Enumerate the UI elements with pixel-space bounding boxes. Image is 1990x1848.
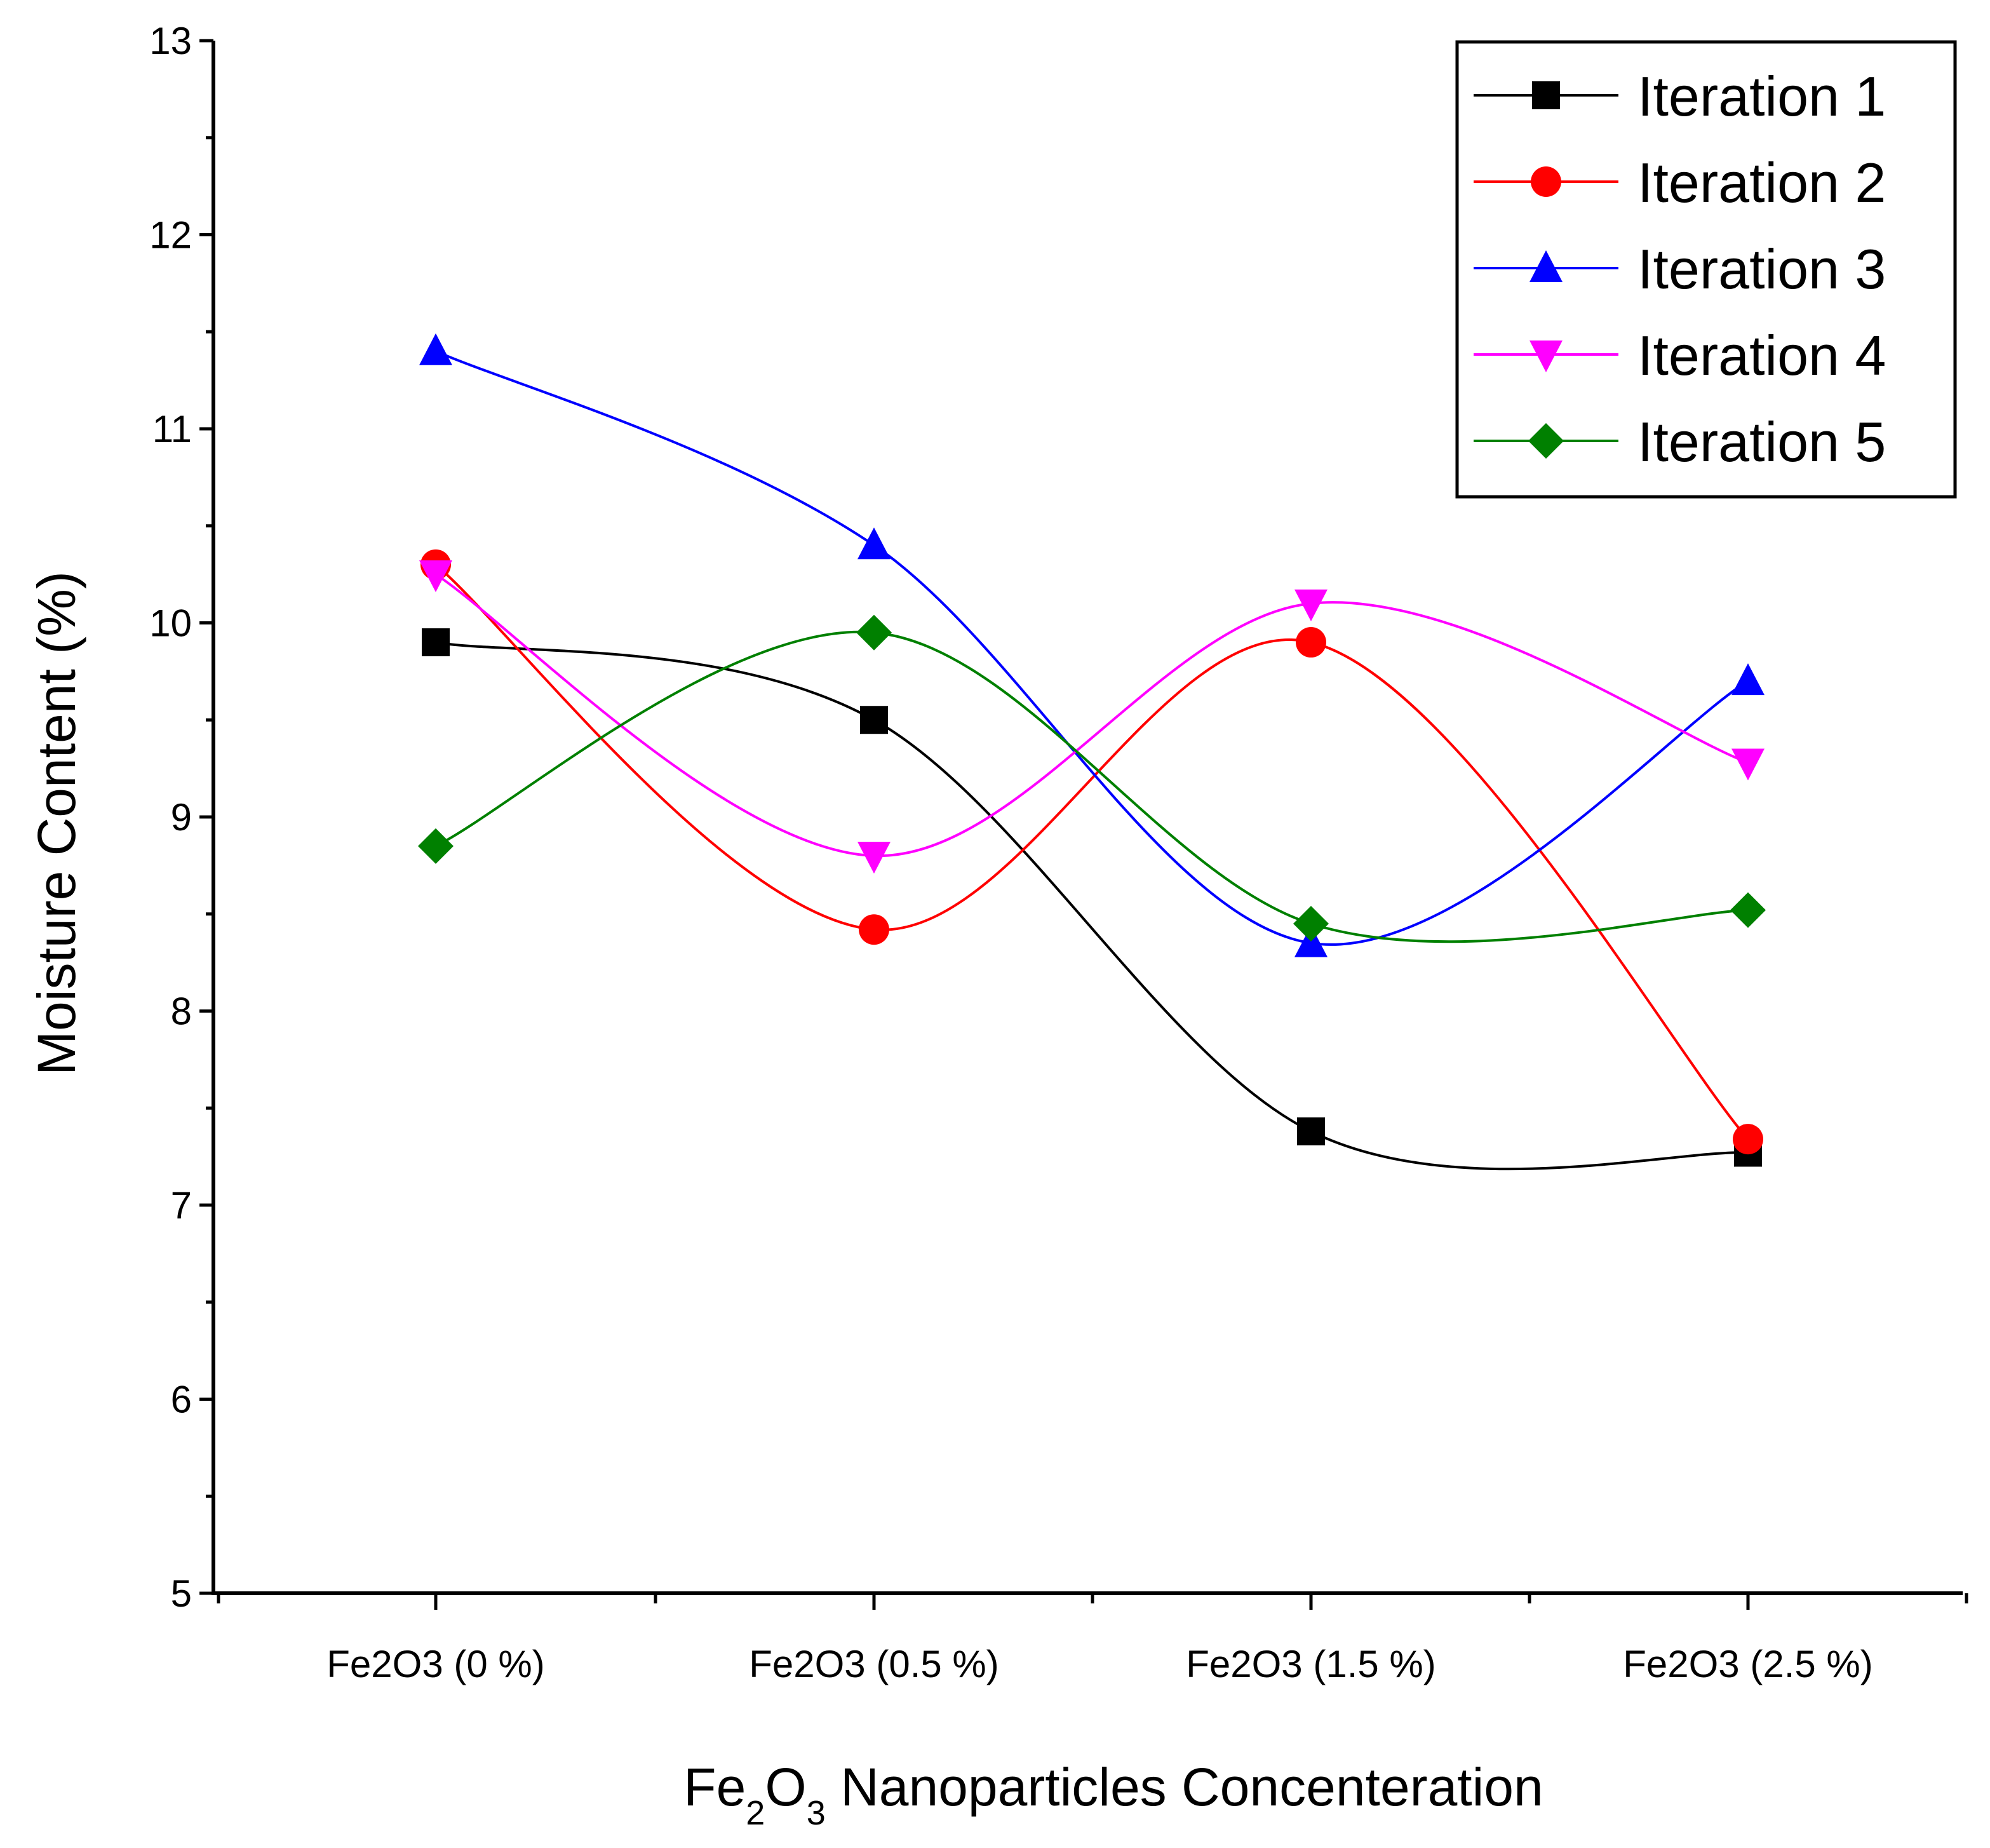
legend-marker-1 xyxy=(1532,81,1560,109)
x-tick-label: Fe2O3 (2.5 %) xyxy=(1623,1643,1873,1685)
data-point-series-5 xyxy=(1730,892,1766,928)
x-axis-title-fe: Fe xyxy=(683,1757,746,1817)
x-axis-title-o: O xyxy=(765,1757,806,1817)
data-point-series-4 xyxy=(1731,748,1765,781)
legend-label-5: Iteration 5 xyxy=(1637,410,1886,473)
legend-label-1: Iteration 1 xyxy=(1637,65,1886,128)
y-tick-label: 5 xyxy=(171,1572,192,1615)
data-point-series-1 xyxy=(422,628,450,657)
series-line-3 xyxy=(435,349,1749,946)
x-axis-title: Fe2O3 Nanoparticles Concenteration xyxy=(683,1757,1543,1832)
series-line-5 xyxy=(435,630,1749,943)
x-axis-title-rest: Nanoparticles Concenteration xyxy=(826,1757,1543,1817)
y-axis-title: Moisture Content (%) xyxy=(27,571,86,1076)
legend-marker-3 xyxy=(1529,250,1563,282)
legend-label-3: Iteration 3 xyxy=(1637,238,1886,300)
y-tick-label: 9 xyxy=(171,796,192,839)
x-tick-label: Fe2O3 (0.5 %) xyxy=(749,1643,999,1685)
series-curves xyxy=(434,349,1749,1171)
legend-marker-5 xyxy=(1528,423,1564,459)
data-point-series-5 xyxy=(1293,906,1329,942)
series-markers xyxy=(418,333,1766,1167)
data-point-series-2 xyxy=(1733,1124,1763,1155)
data-point-series-4 xyxy=(419,560,452,593)
legend-marker-2 xyxy=(1531,166,1561,197)
axes: 5 6 7 8 9 10 11 12 13 Fe2O3 (0 %) Fe2O3 (0.5 %) Fe2… xyxy=(149,20,1968,1685)
series-line-1 xyxy=(435,641,1749,1171)
x-tick-label: Fe2O3 (0 %) xyxy=(326,1643,544,1685)
y-tick-label: 12 xyxy=(149,214,192,257)
y-tick-label: 13 xyxy=(149,20,192,62)
x-axis-title-sub-3: 3 xyxy=(807,1794,826,1832)
y-tick-label: 8 xyxy=(171,990,192,1033)
series-line-4 xyxy=(434,573,1749,858)
legend: Iteration 1 Iteration 2 Iteration 3 Iterati… xyxy=(1455,40,1957,499)
data-point-series-5 xyxy=(856,614,892,651)
series-line-2 xyxy=(434,563,1749,1140)
data-point-series-1 xyxy=(860,706,888,734)
data-point-series-2 xyxy=(859,914,889,945)
data-point-series-3 xyxy=(419,333,452,365)
data-point-series-4 xyxy=(857,842,891,874)
legend-label-2: Iteration 2 xyxy=(1637,151,1886,214)
y-tick-label: 11 xyxy=(152,408,192,450)
x-axis-title-sub-2: 2 xyxy=(746,1794,765,1832)
y-tick-label: 6 xyxy=(171,1379,192,1421)
y-tick-label: 10 xyxy=(149,602,192,645)
data-point-series-3 xyxy=(857,527,891,560)
legend-marker-4 xyxy=(1529,341,1563,372)
data-point-series-5 xyxy=(418,828,454,864)
data-point-series-2 xyxy=(1296,627,1326,658)
x-tick-label: Fe2O3 (1.5 %) xyxy=(1186,1643,1436,1685)
data-point-series-4 xyxy=(1294,589,1328,621)
legend-label-4: Iteration 4 xyxy=(1637,324,1886,387)
data-point-series-3 xyxy=(1731,663,1765,696)
y-tick-label: 7 xyxy=(171,1184,192,1227)
data-point-series-1 xyxy=(1297,1117,1325,1145)
